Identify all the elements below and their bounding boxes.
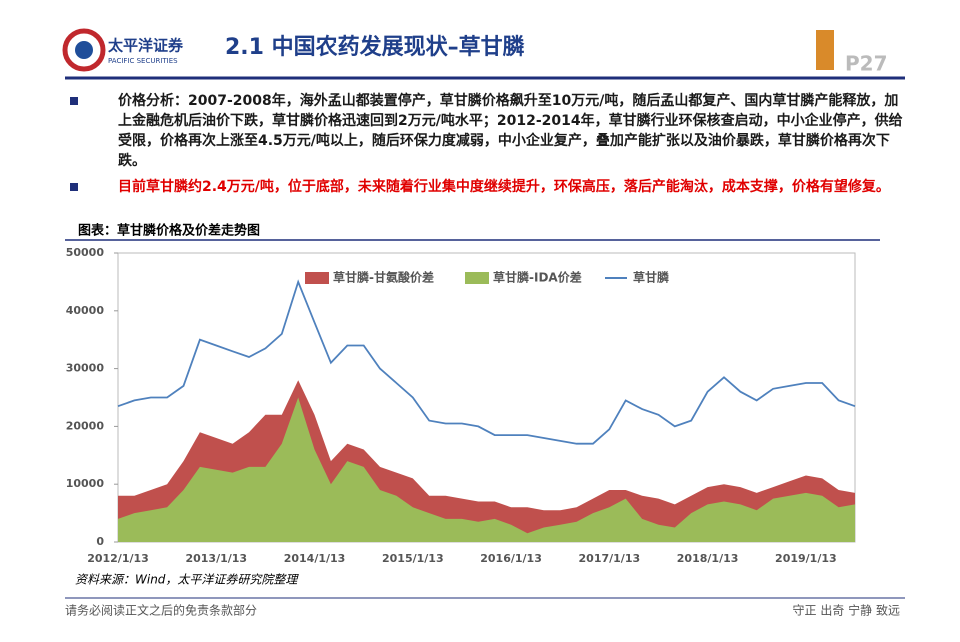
x-tick-label: 2016/1/13 bbox=[480, 552, 542, 565]
plot: 0 10000 20000 30000 40000 50000 2012/1/13 2013/… bbox=[66, 246, 856, 565]
footer-left: 请务必阅读正文之后的免责条款部分 bbox=[65, 603, 257, 618]
logo-ring bbox=[62, 28, 106, 72]
logo-core bbox=[75, 41, 93, 59]
spread-area bbox=[118, 397, 855, 542]
price-line bbox=[117, 279, 856, 445]
legend-label: 草甘膦 bbox=[633, 270, 669, 285]
bullet-marker bbox=[70, 97, 78, 105]
bullet-marker bbox=[70, 183, 78, 191]
y-tick-label: 50000 bbox=[66, 246, 105, 259]
bullet-text: 目前草甘膦约2.4万元/吨，位于底部，未来随着行业集中度继续提升，环保高压，落后… bbox=[118, 179, 890, 195]
legend-label: 草甘膦-甘氨酸价差 bbox=[333, 270, 434, 285]
company-name: 太平洋证券 bbox=[108, 37, 184, 55]
y-tick-label: 40000 bbox=[66, 304, 105, 317]
logo bbox=[62, 28, 106, 72]
x-tick-label: 2013/1/13 bbox=[185, 552, 247, 565]
legend-label: 草甘膦-IDA价差 bbox=[493, 270, 582, 285]
slide-title: 2.1 中国农药发展现状–草甘膦 bbox=[225, 34, 525, 60]
legend-swatch bbox=[465, 272, 489, 284]
x-tick-label: 2019/1/13 bbox=[775, 552, 837, 565]
x-tick-label: 2012/1/13 bbox=[87, 552, 149, 565]
company-name-en: PACIFIC SECURITIES bbox=[108, 57, 178, 65]
y-tick-label: 20000 bbox=[66, 419, 105, 432]
y-tick-label: 30000 bbox=[66, 362, 105, 375]
x-tick-label: 2018/1/13 bbox=[677, 552, 739, 565]
bullet-text: 价格分析：2007-2008年，海外孟山都装置停产，草甘膦价格飙升至10万元/吨… bbox=[118, 93, 903, 169]
footer-right: 守正 出奇 宁静 致远 bbox=[793, 603, 900, 618]
x-tick-label: 2015/1/13 bbox=[382, 552, 444, 565]
legend-swatch bbox=[305, 272, 329, 284]
x-tick-label: 2017/1/13 bbox=[579, 552, 641, 565]
page-number: P27 bbox=[845, 52, 888, 76]
y-tick-label: 0 bbox=[96, 535, 104, 548]
page-icon bbox=[816, 30, 834, 70]
chart-title: 图表：草甘膦价格及价差走势图 bbox=[78, 223, 260, 239]
source-note: 资料来源：Wind，太平洋证券研究院整理 bbox=[75, 573, 299, 587]
y-tick-label: 10000 bbox=[66, 477, 105, 490]
x-tick-label: 2014/1/13 bbox=[284, 552, 346, 565]
